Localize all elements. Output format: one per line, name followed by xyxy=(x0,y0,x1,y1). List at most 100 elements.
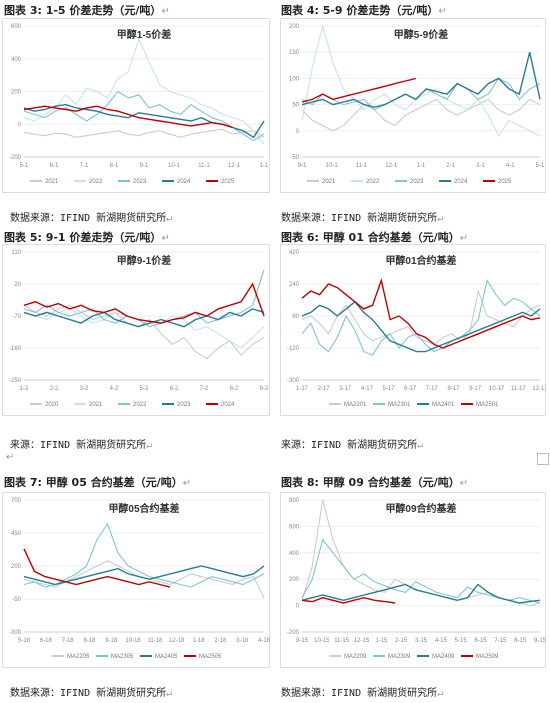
x-tick-label: 10-17 xyxy=(489,386,505,392)
series-line-ma2301 xyxy=(301,278,541,356)
legend-label: 2023 xyxy=(133,179,147,185)
figure-7-heading: 图表 7: 甲醇 05 合约基差（元/吨）↵ xyxy=(4,476,192,489)
x-tick-label: 1-1 xyxy=(417,163,426,169)
chart-figure-6: 甲醇01合约基差 420 240 60 -120 -300 1-17 2-17 3-17 4-17… xyxy=(280,244,546,416)
chart-figure-3: 甲醇1-5价差 600 400 200 0 -200 5-1 6-1 7-1 8-1 9-1 10-1… xyxy=(2,18,270,193)
legend-label: 2020 xyxy=(45,402,59,408)
figure-5-source: 来源：IFIND 新湖期货研究所↵ xyxy=(10,440,153,451)
x-tick-label: 6-1 xyxy=(50,163,59,169)
x-tick-label: 8-2 xyxy=(230,386,239,392)
x-tick-label: 12-18 xyxy=(169,638,185,644)
legend-label: 2021 xyxy=(322,179,336,185)
x-tick-label: 11-17 xyxy=(511,386,527,392)
x-tick-label: 7-17 xyxy=(426,386,439,392)
figure-6-heading: 图表 6: 甲醇 01 合约基差（元/吨）↵ xyxy=(281,231,469,244)
y-tick-label: -70 xyxy=(12,314,21,320)
legend-label: MA2401 xyxy=(432,402,455,408)
x-tick-label: 6-15 xyxy=(474,638,487,644)
x-tick-label: 8-17 xyxy=(447,386,460,392)
x-tick-label: 5-18 xyxy=(18,638,31,644)
legend-label: MA2509 xyxy=(476,654,499,660)
series-line-2024 xyxy=(23,282,265,324)
x-tick-label: 11-1 xyxy=(356,163,368,169)
y-tick-label: -50 xyxy=(12,597,21,603)
x-tick-label: 1-2 xyxy=(20,386,29,392)
y-tick-label: -160 xyxy=(9,346,22,352)
series-line-2021 xyxy=(23,128,265,138)
x-tick-label: 12-15 xyxy=(354,638,370,644)
legend-label: 2025 xyxy=(498,179,512,185)
x-tick-label: 5-1 xyxy=(20,163,29,169)
y-tick-label: 0 xyxy=(296,129,300,135)
figure-6-source: 来源：IFIND 新湖期货研究所↵ xyxy=(281,440,424,451)
y-tick-label: 150 xyxy=(289,50,300,56)
x-tick-label: 10-1 xyxy=(326,163,339,169)
x-tick-label: 3-17 xyxy=(339,386,352,392)
legend-label: 2021 xyxy=(45,179,59,185)
x-tick-label: 1-17 xyxy=(296,386,309,392)
x-tick-label: 2-17 xyxy=(318,386,331,392)
series-line-ma2505 xyxy=(23,548,171,588)
figure-8-source: 数据来源：IFIND 新湖期货研究所↵ xyxy=(281,688,444,699)
chart-figure-5: 甲醇9-1价差 110 20 -70 -160 -250 1-2 2-2 3-2 4-2 5-2 6-… xyxy=(2,244,270,416)
x-tick-label: 4-18 xyxy=(258,638,270,644)
x-tick-label: 1-15 xyxy=(375,638,388,644)
y-tick-label: 400 xyxy=(11,57,22,63)
x-tick-label: 10-1 xyxy=(168,163,181,169)
chart-title: 甲醇05合约基差 xyxy=(108,502,179,515)
series-line-2022 xyxy=(23,37,265,145)
x-tick-label: 12-17 xyxy=(532,386,546,392)
x-tick-label: 5-15 xyxy=(455,638,468,644)
series-line-ma2309 xyxy=(301,538,541,604)
y-tick-label: 700 xyxy=(11,498,22,504)
x-tick-label: 4-15 xyxy=(435,638,448,644)
legend-label: MA2305 xyxy=(111,654,134,660)
y-tick-label: -300 xyxy=(287,378,300,384)
legend-label: MA2409 xyxy=(432,654,455,660)
y-tick-label: -300 xyxy=(9,630,22,636)
y-tick-label: 200 xyxy=(11,564,22,570)
x-tick-label: 10-18 xyxy=(125,638,141,644)
y-tick-label: 20 xyxy=(14,282,21,288)
x-tick-label: 11-1 xyxy=(198,163,210,169)
x-tick-label: 7-1 xyxy=(80,163,89,169)
series-line-2021 xyxy=(301,98,541,132)
chart-figure-8: 甲醇09合约基差 800 600 400 200 0 -200 9-15 10-15 11-15 1… xyxy=(280,492,546,668)
series-line-ma2509 xyxy=(301,596,396,604)
x-tick-label: 12-1 xyxy=(385,163,398,169)
chart-figure-4: 甲醇5-9价差 200 150 100 50 0 -50 9-1 10-1 11-1 12-1 1-1… xyxy=(280,18,546,193)
series-line-ma2305 xyxy=(23,522,265,588)
x-tick-label: 2-2 xyxy=(50,386,59,392)
chart-frame xyxy=(280,18,546,193)
y-tick-label: 110 xyxy=(11,250,21,256)
legend-label: MA2405 xyxy=(155,654,178,660)
x-tick-label: 3-2 xyxy=(80,386,89,392)
y-tick-label: -200 xyxy=(287,630,300,636)
x-tick-label: 7-15 xyxy=(494,638,507,644)
series-line-ma2409 xyxy=(301,583,541,604)
x-tick-label: 7-2 xyxy=(200,386,209,392)
chart-frame xyxy=(2,18,270,193)
chart-title: 甲醇01合约基差 xyxy=(385,254,456,267)
chart-title: 甲醇09合约基差 xyxy=(385,502,456,515)
y-tick-label: 600 xyxy=(289,524,300,530)
series-line-ma2405 xyxy=(23,565,265,586)
figure-8-heading: 图表 8: 甲醇 09 合约基差（元/吨）↵ xyxy=(281,476,469,489)
x-tick-label: 2-18 xyxy=(214,638,227,644)
y-tick-label: 240 xyxy=(289,282,300,288)
series-line-2025 xyxy=(23,105,233,129)
y-tick-label: -200 xyxy=(9,155,22,161)
legend-label: 2023 xyxy=(177,402,191,408)
legend-label: MA2201 xyxy=(344,402,367,408)
x-tick-label: 11-15 xyxy=(334,638,350,644)
chart-frame xyxy=(280,244,546,416)
x-tick-label: 4-2 xyxy=(110,386,119,392)
x-tick-label: 1-18 xyxy=(193,638,206,644)
y-tick-label: 50 xyxy=(292,103,299,109)
legend-label: 2021 xyxy=(89,402,103,408)
x-tick-label: 5-17 xyxy=(383,386,396,392)
x-tick-label: 9-1 xyxy=(298,163,307,169)
y-tick-label: 420 xyxy=(289,250,300,256)
legend-label: MA2505 xyxy=(199,654,222,660)
x-tick-label: 12-1 xyxy=(228,163,241,169)
